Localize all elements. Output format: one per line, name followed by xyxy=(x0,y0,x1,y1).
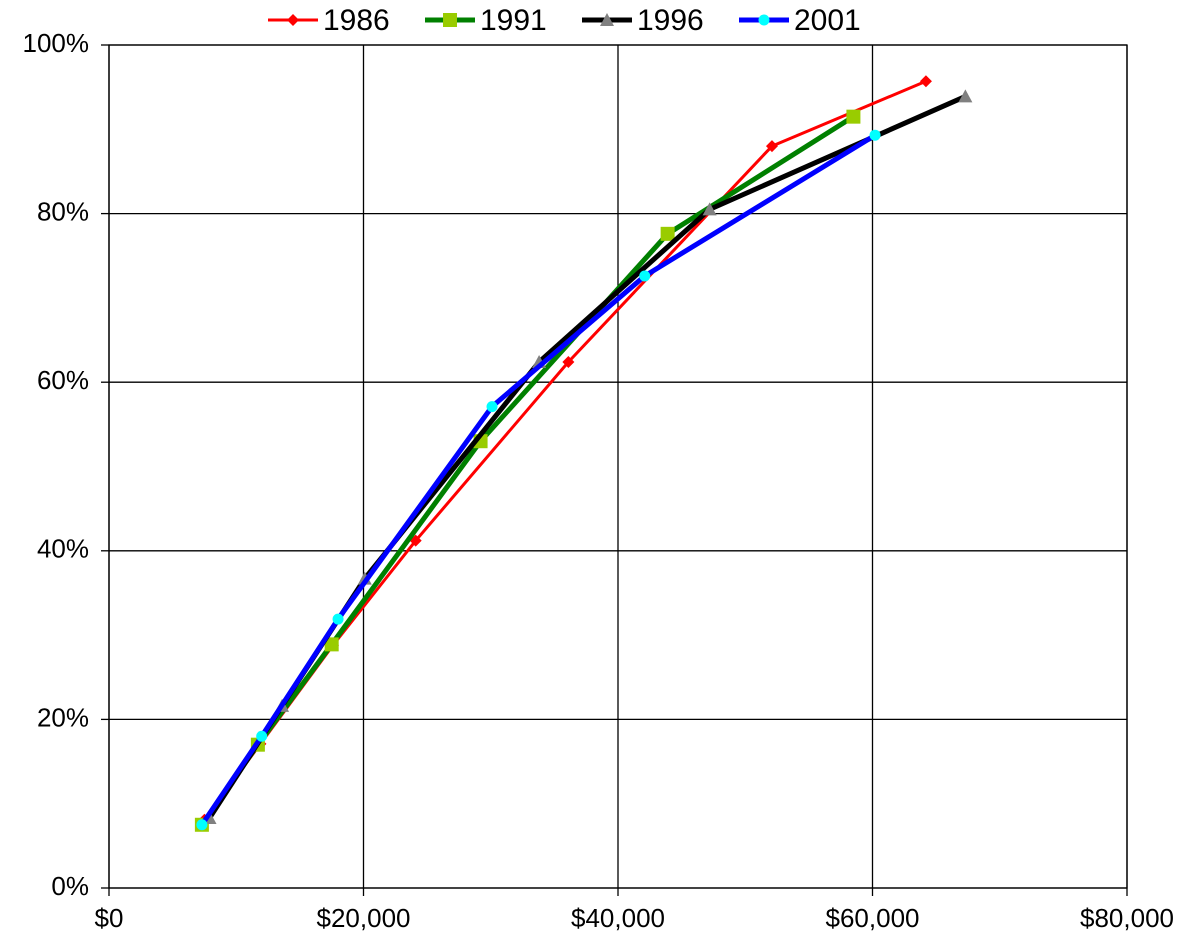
y-tick-label: 100% xyxy=(23,28,90,58)
legend-label: 1986 xyxy=(323,4,390,37)
marker xyxy=(660,226,675,241)
marker xyxy=(846,109,861,124)
marker xyxy=(702,202,717,216)
series-line xyxy=(203,79,927,821)
series-line xyxy=(199,133,877,827)
legend-marker xyxy=(758,14,770,26)
marker xyxy=(486,401,498,413)
y-tick-label: 0% xyxy=(51,871,89,901)
series-line xyxy=(199,114,855,827)
marker xyxy=(324,637,339,652)
marker xyxy=(332,613,344,625)
marker xyxy=(765,140,778,153)
legend-label: 1996 xyxy=(637,4,704,37)
legend-marker xyxy=(443,13,457,27)
marker xyxy=(958,89,973,103)
y-tick-label: 40% xyxy=(37,534,89,564)
marker xyxy=(869,129,881,141)
legend-label: 2001 xyxy=(794,4,861,37)
x-tick-label: $40,000 xyxy=(571,903,665,933)
legend-marker xyxy=(600,13,614,26)
x-tick-label: $80,000 xyxy=(1080,903,1174,933)
legend-label: 1991 xyxy=(480,4,547,37)
series-line xyxy=(207,94,967,820)
marker xyxy=(196,819,208,831)
marker xyxy=(919,75,932,88)
y-tick-label: 80% xyxy=(37,196,89,226)
x-tick-label: $0 xyxy=(95,903,124,933)
legend-marker xyxy=(287,14,299,26)
marker xyxy=(639,270,651,282)
y-tick-label: 20% xyxy=(37,702,89,732)
marker xyxy=(256,730,268,742)
marker xyxy=(562,355,575,368)
x-tick-label: $60,000 xyxy=(826,903,920,933)
x-tick-label: $20,000 xyxy=(317,903,411,933)
y-tick-label: 60% xyxy=(37,365,89,395)
